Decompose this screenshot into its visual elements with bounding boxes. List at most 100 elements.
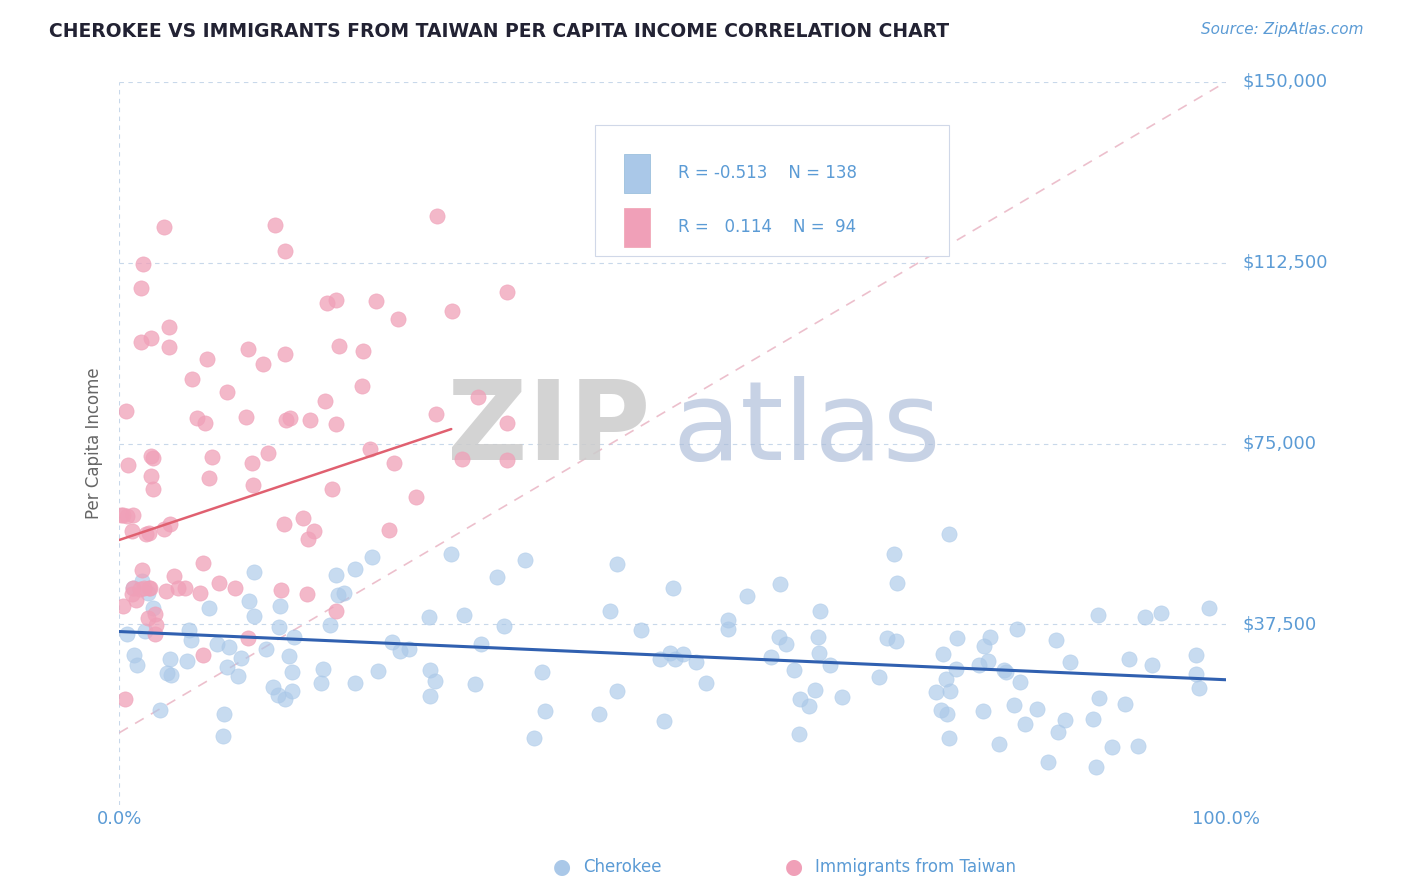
Point <box>231 651 253 665</box>
Point <box>142 482 165 496</box>
Point <box>201 450 224 465</box>
Point <box>295 586 318 600</box>
Point <box>180 632 202 647</box>
Point <box>768 630 790 644</box>
Text: ●: ● <box>554 857 571 877</box>
Point <box>1185 648 1208 662</box>
Point <box>1036 755 1059 769</box>
Point <box>139 581 162 595</box>
Point <box>238 594 260 608</box>
Point <box>155 584 177 599</box>
Point <box>325 293 347 307</box>
Point <box>328 339 350 353</box>
Point <box>131 574 153 589</box>
Point <box>198 471 221 485</box>
Point <box>1084 759 1107 773</box>
Point <box>269 599 291 613</box>
Point <box>173 581 195 595</box>
Point <box>242 477 264 491</box>
Point <box>176 654 198 668</box>
Point <box>485 570 508 584</box>
Point <box>131 564 153 578</box>
Point <box>426 209 449 223</box>
Point <box>143 607 166 621</box>
Point <box>270 582 292 597</box>
Point <box>988 737 1011 751</box>
Point <box>121 587 143 601</box>
Point <box>264 219 287 233</box>
Point <box>136 611 159 625</box>
Point <box>312 662 335 676</box>
Point <box>121 524 143 538</box>
Point <box>325 567 347 582</box>
Point <box>441 303 464 318</box>
Point <box>142 601 165 615</box>
Point <box>1114 697 1136 711</box>
Point <box>314 394 336 409</box>
Point <box>325 417 347 431</box>
Point <box>1047 725 1070 739</box>
Point <box>868 669 890 683</box>
Point <box>273 516 295 531</box>
Point <box>240 457 263 471</box>
Point <box>820 658 842 673</box>
Point <box>661 582 683 596</box>
Point <box>389 643 412 657</box>
Point <box>1188 681 1211 695</box>
Text: R = -0.513    N = 138: R = -0.513 N = 138 <box>678 164 858 182</box>
Point <box>298 413 321 427</box>
Point <box>198 600 221 615</box>
Point <box>138 581 160 595</box>
Point <box>993 664 1015 678</box>
Point <box>180 372 202 386</box>
Point <box>141 469 163 483</box>
Point <box>886 575 908 590</box>
Point <box>191 556 214 570</box>
Point <box>1087 607 1109 622</box>
Point <box>1010 674 1032 689</box>
Point <box>195 351 218 366</box>
Point <box>276 413 298 427</box>
Point <box>217 659 239 673</box>
Point <box>273 691 295 706</box>
Point <box>188 586 211 600</box>
Point <box>1081 712 1104 726</box>
Point <box>142 451 165 466</box>
Point <box>267 688 290 702</box>
Point <box>207 637 229 651</box>
Point <box>387 311 409 326</box>
Point <box>157 340 180 354</box>
Point <box>238 631 260 645</box>
Point <box>145 617 167 632</box>
Point <box>931 703 953 717</box>
Point <box>664 651 686 665</box>
Point <box>297 533 319 547</box>
Point <box>685 655 707 669</box>
Point <box>114 691 136 706</box>
Point <box>464 677 486 691</box>
Point <box>278 410 301 425</box>
Point <box>1135 610 1157 624</box>
Point <box>252 357 274 371</box>
Point <box>936 706 959 721</box>
Text: ●: ● <box>786 857 803 877</box>
Point <box>425 407 447 421</box>
Point <box>494 619 516 633</box>
Point <box>274 347 297 361</box>
Point <box>470 637 492 651</box>
Point <box>886 634 908 648</box>
Point <box>367 664 389 678</box>
Point <box>931 647 953 661</box>
Point <box>325 603 347 617</box>
Point <box>1140 657 1163 672</box>
Point <box>787 726 810 740</box>
Point <box>973 639 995 653</box>
Point <box>807 630 830 644</box>
Point <box>440 548 463 562</box>
Point <box>212 729 235 743</box>
Point <box>804 683 827 698</box>
Point <box>759 649 782 664</box>
Point <box>938 527 960 541</box>
Point <box>515 553 537 567</box>
Point <box>117 458 139 473</box>
